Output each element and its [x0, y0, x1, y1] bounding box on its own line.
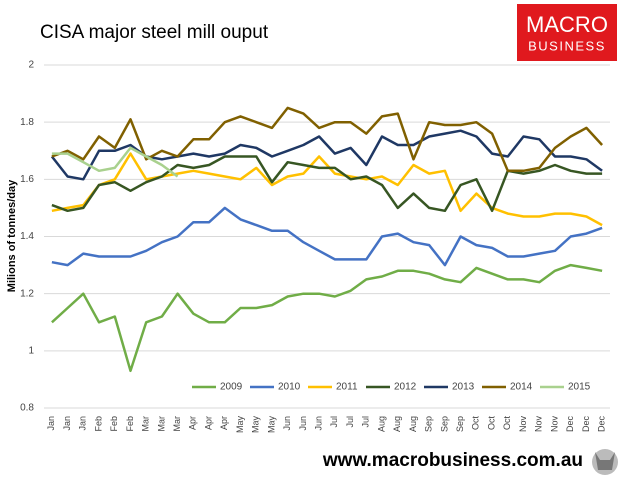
- x-tick-label: Sep: [424, 416, 434, 432]
- y-tick-label: 1: [28, 345, 34, 356]
- logo-box: [517, 4, 617, 61]
- x-tick-label: Feb: [125, 416, 135, 432]
- legend-label: 2013: [452, 382, 475, 393]
- x-tick-label: Dec: [565, 416, 575, 433]
- y-axis-label: Milions of tonnes/day: [6, 179, 18, 292]
- wolf-icon: [592, 449, 618, 475]
- x-tick-label: Feb: [109, 416, 119, 432]
- legend-label: 2010: [278, 382, 301, 393]
- x-tick-label: Sep: [439, 416, 449, 432]
- x-tick-label: May: [266, 416, 276, 434]
- x-tick-label: Jun: [298, 416, 308, 431]
- x-tick-label: Oct: [471, 416, 481, 431]
- x-tick-label: Sep: [455, 416, 465, 432]
- icon-detail: [595, 452, 615, 470]
- x-tick-label: Aug: [392, 416, 402, 432]
- series-line: [51, 146, 179, 178]
- x-tick-label: Nov: [549, 416, 559, 433]
- y-tick-label: 1.6: [20, 174, 34, 185]
- x-tick-label: Jan: [62, 416, 72, 431]
- x-tick-label: Jun: [282, 416, 292, 431]
- x-tick-label: Nov: [518, 416, 528, 433]
- x-tick-label: Mar: [172, 416, 182, 432]
- x-tick-label: Jan: [78, 416, 88, 431]
- x-tick-label: Apr: [203, 416, 213, 430]
- legend-label: 2014: [510, 382, 533, 393]
- y-tick-label: 1.4: [20, 231, 34, 242]
- y-tick-label: 1.2: [20, 288, 34, 299]
- x-tick-label: Nov: [534, 416, 544, 433]
- legend-label: 2011: [336, 382, 358, 393]
- y-tick-label: 1.8: [20, 117, 34, 128]
- y-tick-label: 2: [28, 60, 34, 71]
- legend-label: 2009: [220, 382, 243, 393]
- x-tick-label: Apr: [219, 416, 229, 430]
- x-tick-label: Oct: [502, 416, 512, 431]
- chart-title: CISA major steel mill ouput: [40, 22, 269, 43]
- series-line: [51, 152, 603, 227]
- legend-label: 2012: [394, 382, 417, 393]
- x-tick-label: Jul: [329, 416, 339, 428]
- x-tick-label: Jan: [46, 416, 56, 431]
- x-tick-label: Oct: [486, 416, 496, 431]
- x-tick-label: Jul: [361, 416, 371, 428]
- website: www.macrobusiness.com.au: [322, 450, 583, 471]
- x-tick-label: Dec: [581, 416, 591, 433]
- logo-top: MACRO: [526, 12, 608, 37]
- series-line: [51, 106, 604, 173]
- legend-label: 2015: [568, 382, 591, 393]
- x-tick-label: May: [251, 416, 261, 434]
- x-tick-label: Mar: [141, 416, 151, 432]
- x-tick-label: Apr: [188, 416, 198, 430]
- series-line: [51, 206, 603, 267]
- x-tick-label: Aug: [408, 416, 418, 432]
- x-tick-label: Dec: [597, 416, 607, 433]
- logo-bottom: BUSINESS: [528, 38, 606, 53]
- x-tick-label: Mar: [156, 416, 166, 432]
- x-tick-label: Aug: [376, 416, 386, 432]
- x-tick-label: May: [235, 416, 245, 434]
- x-tick-label: Feb: [93, 416, 103, 432]
- x-tick-label: Jun: [314, 416, 324, 431]
- y-tick-label: 0.8: [20, 403, 34, 414]
- x-tick-label: Jul: [345, 416, 355, 428]
- series-line: [51, 263, 603, 373]
